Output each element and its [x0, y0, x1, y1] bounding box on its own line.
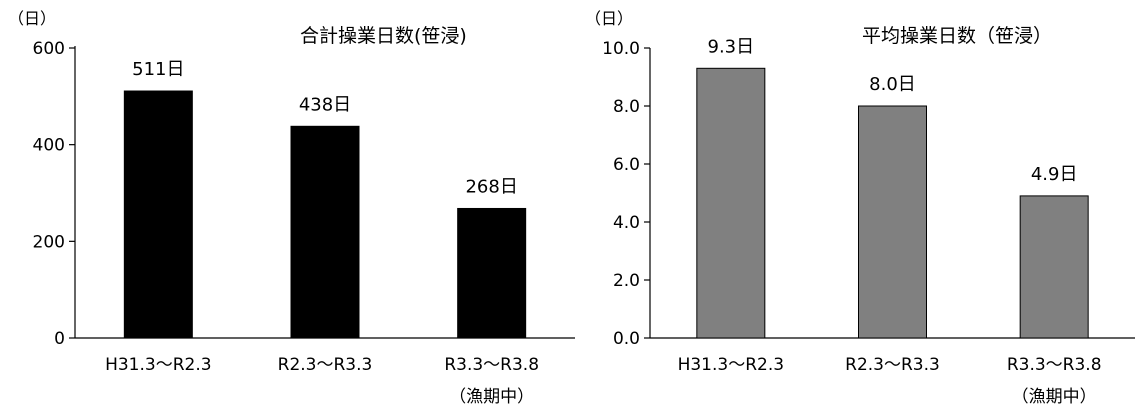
- y-tick-label: 8.0: [613, 97, 640, 117]
- y-tick-label: 6.0: [613, 155, 640, 175]
- y-tick-label: 2.0: [613, 271, 640, 291]
- y-tick-label: 0.0: [613, 329, 640, 349]
- y-tick-label: 400: [33, 136, 65, 156]
- data-label: 4.9日: [1031, 164, 1078, 185]
- data-label: 9.3日: [708, 36, 755, 57]
- data-label: 511日: [132, 59, 184, 80]
- bar: [123, 90, 193, 339]
- chart-title: 平均操業日数（笹浸）: [862, 25, 1052, 47]
- y-tick-label: 10.0: [602, 39, 640, 59]
- category-label: R2.3〜R3.3: [278, 355, 373, 375]
- bar: [290, 125, 360, 339]
- category-label: R3.3〜R3.8: [444, 355, 539, 375]
- data-label: 8.0日: [869, 74, 916, 95]
- category-sublabel: （漁期中）: [1012, 387, 1097, 407]
- chart-average-days: （日） 平均操業日数（笹浸） 0.0 2.0 4.0 6.0 8.0 10.0 9.3日 8…: [585, 9, 1135, 407]
- category-label: H31.3〜R2.3: [678, 355, 784, 375]
- chart-total-days: （日） 合計操業日数(笹浸) 0 200 400 600 511日 438日 268日 H…: [8, 9, 575, 407]
- bar: [457, 207, 527, 339]
- data-label: 438日: [299, 94, 351, 115]
- bar: [1019, 195, 1089, 339]
- category-sublabel: （漁期中）: [449, 387, 534, 407]
- y-tick-label: 200: [33, 232, 65, 252]
- data-label: 268日: [465, 176, 517, 197]
- category-label: R2.3〜R3.3: [845, 355, 940, 375]
- category-label: R3.3〜R3.8: [1007, 355, 1102, 375]
- y-unit-label: （日）: [585, 9, 633, 28]
- chart-title: 合計操業日数(笹浸): [300, 25, 467, 47]
- y-tick-label: 600: [33, 39, 65, 59]
- y-tick-label: 0: [54, 329, 65, 349]
- category-label: H31.3〜R2.3: [105, 355, 211, 375]
- y-tick-label: 4.0: [613, 213, 640, 233]
- bar: [696, 67, 766, 339]
- y-unit-label: （日）: [8, 9, 56, 28]
- bar: [858, 105, 927, 339]
